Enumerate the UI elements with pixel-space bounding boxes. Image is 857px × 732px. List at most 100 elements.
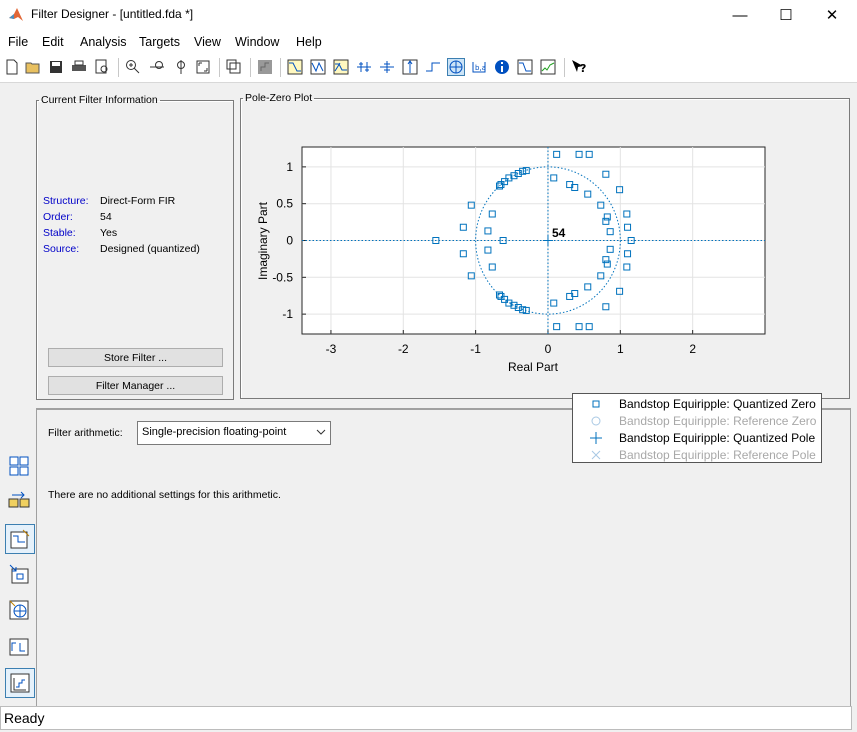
print-icon[interactable]	[71, 59, 87, 75]
unit-circle-path	[475, 166, 621, 315]
pole-marker	[542, 235, 553, 246]
status-text: Ready	[4, 710, 45, 726]
y-axis-label: Imaginary Part	[256, 201, 270, 280]
pole-zero-plot[interactable]: -3 -2 -1 0 1 2 -1 -0.5 0 0.5 1 Real Part Imaginary…	[240, 140, 800, 380]
zero-marker	[623, 210, 631, 218]
new-figure-icon[interactable]	[226, 59, 242, 75]
zero-marker	[499, 237, 507, 244]
square-marker-icon	[592, 400, 600, 408]
menu-file[interactable]: File	[8, 35, 29, 49]
stable-label: Stable:	[43, 227, 76, 239]
zero-marker	[606, 228, 614, 236]
whats-this-icon[interactable]: ?	[571, 59, 587, 75]
zero-marker	[584, 283, 592, 291]
zero-marker	[510, 172, 518, 180]
transform-filter-button[interactable]	[5, 452, 33, 480]
pole-zero-panel: Pole-Zero Plot	[240, 92, 850, 399]
zoom-in-icon[interactable]	[125, 59, 141, 75]
transform-filter-icon	[9, 456, 29, 476]
design-filter-icon	[10, 529, 30, 549]
filter-coefficients-icon[interactable]: b,a	[471, 59, 487, 75]
grid-lines	[302, 147, 765, 334]
menu-edit[interactable]: Edit	[42, 35, 64, 49]
current-filter-info-panel: Current Filter Information	[36, 94, 234, 400]
round-off-noise-icon[interactable]	[540, 59, 556, 75]
menu-view[interactable]: View	[194, 35, 221, 49]
chevron-down-icon[interactable]	[312, 422, 330, 442]
legend-label: Bandstop Equiripple: Reference Zero	[619, 414, 817, 428]
import-filter-button[interactable]	[5, 560, 33, 588]
multirate-button[interactable]	[5, 632, 33, 660]
menu-help[interactable]: Help	[296, 35, 322, 49]
new-icon[interactable]	[4, 59, 20, 75]
phase-response-icon[interactable]	[310, 59, 326, 75]
magnitude-response-icon[interactable]	[287, 59, 303, 75]
zero-marker	[519, 306, 527, 314]
zero-marker	[602, 303, 610, 311]
zero-marker	[624, 223, 632, 231]
magnitude-estimate-icon[interactable]	[517, 59, 533, 75]
axis-ticks: -3 -2 -1 0 1 2 -1 -0.5 0 0.5 1	[272, 160, 696, 356]
open-icon[interactable]	[25, 59, 41, 75]
x-tick-label: 0	[545, 342, 552, 356]
legend-item-quantized-zero: Bandstop Equiripple: Quantized Zero	[573, 395, 821, 412]
impulse-response-icon[interactable]	[402, 59, 418, 75]
zero-marker	[603, 213, 611, 221]
zero-marker	[571, 290, 579, 298]
pole-zero-icon[interactable]	[447, 58, 465, 76]
zero-marker	[602, 170, 610, 178]
x-tick-label: -3	[326, 342, 337, 356]
zero-marker	[522, 306, 530, 314]
zoom-x-icon[interactable]	[149, 59, 165, 75]
realize-model-icon	[8, 491, 30, 508]
zero-marker	[616, 186, 624, 194]
close-button[interactable]: ✕	[825, 7, 839, 24]
zero-marker	[497, 292, 505, 300]
save-icon[interactable]	[48, 59, 64, 75]
realize-model-button[interactable]	[5, 486, 33, 514]
zero-marker	[497, 181, 505, 189]
phase-delay-icon[interactable]	[379, 59, 395, 75]
menu-targets[interactable]: Targets	[139, 35, 180, 49]
set-quantization-button[interactable]	[5, 668, 35, 698]
y-tick-label: 1	[286, 160, 293, 174]
full-view-icon[interactable]	[195, 59, 211, 75]
unit-circle	[302, 147, 765, 334]
legend-label: Bandstop Equiripple: Quantized Pole	[619, 431, 816, 445]
filter-arithmetic-select[interactable]: Single-precision floating-point	[137, 421, 331, 445]
zero-marker	[514, 170, 522, 178]
zero-marker	[602, 217, 610, 225]
title-bar: Filter Designer - [untitled.fda *] — ☐ ✕	[0, 0, 857, 30]
maximize-button[interactable]: ☐	[779, 7, 793, 24]
menu-window[interactable]: Window	[235, 35, 280, 49]
order-label: Order:	[43, 211, 73, 223]
filter-manager-button[interactable]: Filter Manager ...	[48, 376, 223, 395]
toolbar: b,a ?	[0, 54, 857, 83]
minimize-button[interactable]: —	[732, 6, 748, 24]
group-delay-icon[interactable]	[356, 59, 372, 75]
magnitude-phase-icon[interactable]	[333, 59, 349, 75]
x-tick-label: 1	[617, 342, 624, 356]
store-filter-button[interactable]: Store Filter ...	[48, 348, 223, 367]
zero-marker	[585, 150, 593, 158]
zero-marker	[488, 263, 496, 271]
plot-legend[interactable]: Bandstop Equiripple: Quantized Zero Band…	[572, 393, 822, 463]
zoom-y-icon[interactable]	[173, 59, 189, 75]
pole-zero-editor-button[interactable]	[5, 596, 33, 624]
zero-marker	[484, 227, 492, 235]
arithmetic-panel	[36, 408, 851, 706]
zero-marker	[627, 237, 635, 244]
print-preview-icon[interactable]	[94, 59, 110, 75]
quantize-icon[interactable]	[257, 59, 273, 75]
zero-marker	[606, 245, 614, 253]
source-label: Source:	[43, 243, 80, 255]
x-tick-label: -1	[470, 342, 481, 356]
step-response-icon[interactable]	[425, 59, 441, 75]
status-bar: Ready	[0, 706, 852, 730]
filter-info-icon[interactable]	[494, 59, 510, 75]
structure-value: Direct-Form FIR	[100, 195, 176, 207]
design-filter-button[interactable]	[5, 524, 35, 554]
zero-marker	[553, 323, 561, 331]
arithmetic-note: There are no additional settings for thi…	[48, 489, 281, 501]
menu-analysis[interactable]: Analysis	[80, 35, 127, 49]
